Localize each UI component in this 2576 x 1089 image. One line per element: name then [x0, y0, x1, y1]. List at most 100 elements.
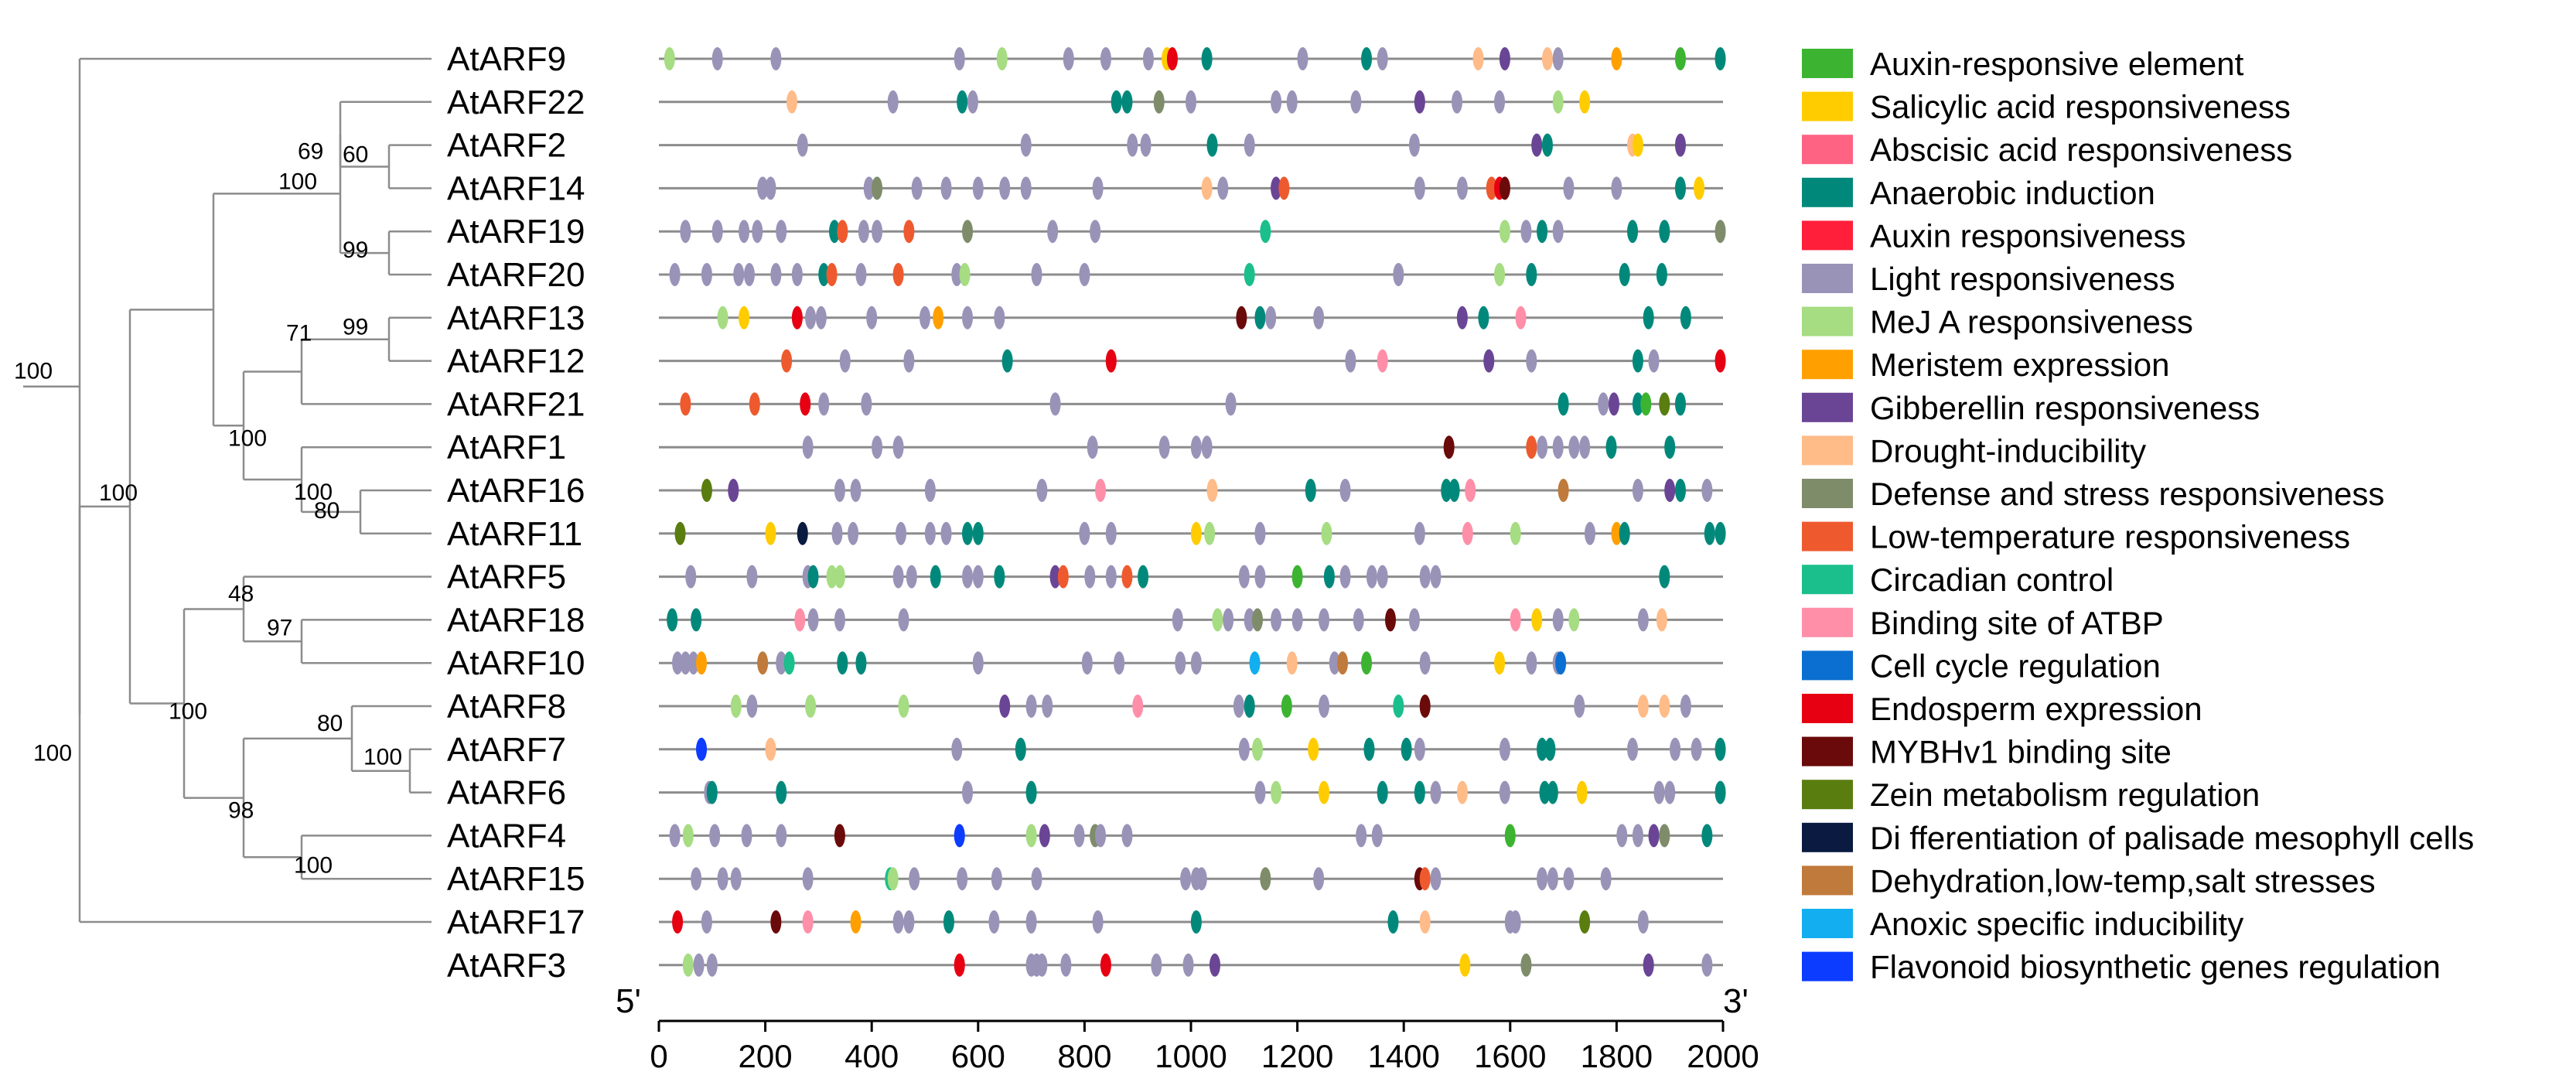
marker-light [1579, 435, 1591, 459]
marker-light [1100, 47, 1111, 70]
marker-drought [786, 90, 797, 114]
x-tick-label: 1400 [1367, 1038, 1439, 1074]
legend-label-flavonoid: Flavonoid biosynthetic genes regulation [1870, 949, 2441, 985]
marker-atbp [794, 608, 806, 632]
marker-meja [1568, 608, 1580, 632]
marker-meja [1552, 90, 1564, 114]
marker-mybhv1 [834, 824, 845, 848]
marker-light [1627, 737, 1639, 761]
marker-light [1637, 608, 1649, 632]
legend-label-mybhv1: MYBHv1 binding site [1870, 734, 2172, 770]
gene-label-atarf20: AtARF20 [447, 256, 585, 294]
marker-light [909, 867, 920, 891]
legend-swatch-aba [1802, 135, 1853, 165]
marker-light [709, 824, 721, 848]
marker-auxin_el [1504, 824, 1516, 848]
marker-light [1025, 910, 1037, 934]
marker-light [1632, 479, 1643, 502]
marker-gibberellin [1049, 565, 1061, 589]
gene-label-atarf16: AtARF16 [447, 472, 585, 510]
marker-light [1047, 220, 1059, 244]
marker-light [1598, 392, 1609, 416]
marker-anaerobic [1414, 780, 1425, 804]
marker-anaerobic [1537, 220, 1548, 244]
marker-light [752, 220, 763, 244]
marker-light [951, 263, 963, 286]
marker-light [994, 306, 1005, 329]
marker-mybhv1 [1236, 306, 1247, 329]
marker-anaerobic [1541, 133, 1553, 157]
marker-anaerobic [1539, 780, 1551, 804]
marker-anaerobic [1387, 910, 1399, 934]
marker-gibberellin [1643, 953, 1654, 977]
marker-anaerobic [667, 608, 678, 632]
marker-lowtemp [837, 220, 848, 244]
marker-light [1611, 176, 1622, 200]
marker-anaerobic [1361, 47, 1373, 70]
marker-light [1140, 133, 1152, 157]
marker-light [1031, 263, 1042, 286]
marker-light [680, 651, 691, 675]
marker-light [951, 737, 963, 761]
marker-light [1319, 608, 1329, 632]
marker-light [892, 910, 904, 934]
legend-swatch-dehydration [1802, 865, 1853, 896]
marker-light [1313, 867, 1325, 891]
marker-defense [1659, 824, 1670, 848]
marker-light [872, 435, 883, 459]
bootstrap-value: 100 [33, 740, 72, 766]
marker-light [1121, 824, 1133, 848]
marker-light [1499, 780, 1510, 804]
marker-light [1254, 521, 1266, 545]
marker-light [757, 176, 769, 200]
marker-atbp [1515, 306, 1527, 329]
marker-atbp [802, 910, 814, 934]
marker-light [1408, 608, 1420, 632]
legend-label-auxin_el: Auxin-responsive element [1870, 46, 2244, 82]
gene-label-atarf11: AtARF11 [447, 515, 582, 553]
marker-light [1574, 695, 1585, 718]
marker-light [1494, 90, 1506, 114]
marker-light [957, 867, 968, 891]
marker-anaerobic [1605, 435, 1617, 459]
legend-swatch-auxin_resp [1802, 220, 1853, 251]
legend-swatch-atbp [1802, 607, 1853, 637]
gene-label-atarf10: AtARF10 [447, 644, 585, 682]
legend-label-auxin_resp: Auxin responsiveness [1870, 217, 2186, 254]
marker-light [892, 565, 904, 589]
legend-swatch-meja [1802, 306, 1853, 336]
marker-meja [834, 565, 845, 589]
marker-anaerobic [1323, 565, 1335, 589]
marker-auxin_el [1291, 565, 1303, 589]
marker-light [1063, 47, 1074, 70]
marker-meja [717, 306, 728, 329]
marker-anaerobic [957, 90, 968, 114]
marker-light [1452, 90, 1462, 114]
marker-light [903, 349, 915, 373]
marker-light [1419, 651, 1431, 675]
bootstrap-value: 60 [343, 142, 368, 168]
marker-light [1060, 953, 1072, 977]
marker-light [834, 608, 845, 632]
marker-light [1701, 953, 1713, 977]
marker-anaerobic [837, 651, 848, 675]
bootstrap-value: 100 [363, 745, 402, 770]
marker-light [1520, 220, 1532, 244]
x-tick-label: 1800 [1581, 1038, 1653, 1074]
marker-anaerobic [776, 780, 787, 804]
marker-light [848, 521, 859, 545]
legend-label-cellcycle: Cell cycle regulation [1870, 647, 2161, 684]
marker-light [1151, 953, 1162, 977]
marker-anaerobic [1206, 133, 1218, 157]
marker-salicylic [1632, 133, 1643, 157]
marker-dehydration [1337, 651, 1349, 675]
marker-anaerobic [1632, 392, 1643, 416]
marker-light [746, 695, 758, 718]
marker-light [991, 867, 1002, 891]
marker-anaerobic [1659, 565, 1670, 589]
marker-endosperm [791, 306, 803, 329]
legend-label-meristem: Meristem expression [1870, 346, 2169, 383]
legend-swatch-drought [1802, 435, 1853, 466]
marker-light [1568, 435, 1580, 459]
marker-light [1552, 47, 1564, 70]
